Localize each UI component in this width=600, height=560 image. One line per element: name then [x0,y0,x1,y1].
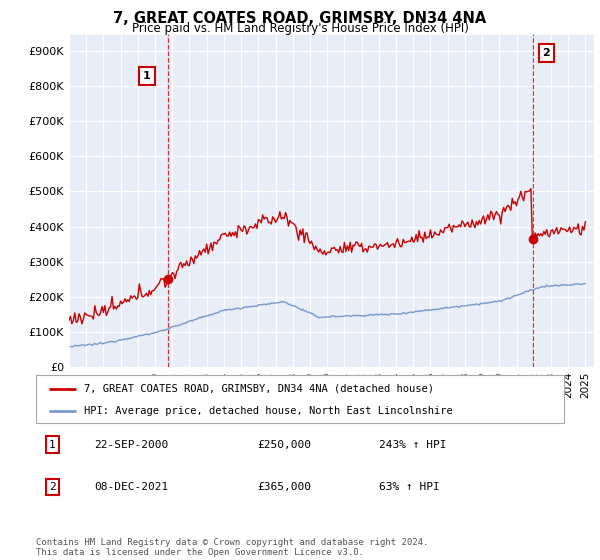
Text: 2: 2 [49,482,56,492]
Text: 08-DEC-2021: 08-DEC-2021 [94,482,169,492]
Text: 1: 1 [143,71,151,81]
Text: 243% ↑ HPI: 243% ↑ HPI [379,440,446,450]
Text: Price paid vs. HM Land Registry's House Price Index (HPI): Price paid vs. HM Land Registry's House … [131,22,469,35]
Text: 22-SEP-2000: 22-SEP-2000 [94,440,169,450]
Text: 1: 1 [49,440,56,450]
Text: 7, GREAT COATES ROAD, GRIMSBY, DN34 4NA (detached house): 7, GREAT COATES ROAD, GRIMSBY, DN34 4NA … [83,384,434,394]
Text: £365,000: £365,000 [258,482,312,492]
Text: 63% ↑ HPI: 63% ↑ HPI [379,482,440,492]
Text: Contains HM Land Registry data © Crown copyright and database right 2024.
This d: Contains HM Land Registry data © Crown c… [36,538,428,557]
Text: 7, GREAT COATES ROAD, GRIMSBY, DN34 4NA: 7, GREAT COATES ROAD, GRIMSBY, DN34 4NA [113,11,487,26]
Text: HPI: Average price, detached house, North East Lincolnshire: HPI: Average price, detached house, Nort… [83,406,452,416]
Text: 2: 2 [542,48,550,58]
Text: £250,000: £250,000 [258,440,312,450]
